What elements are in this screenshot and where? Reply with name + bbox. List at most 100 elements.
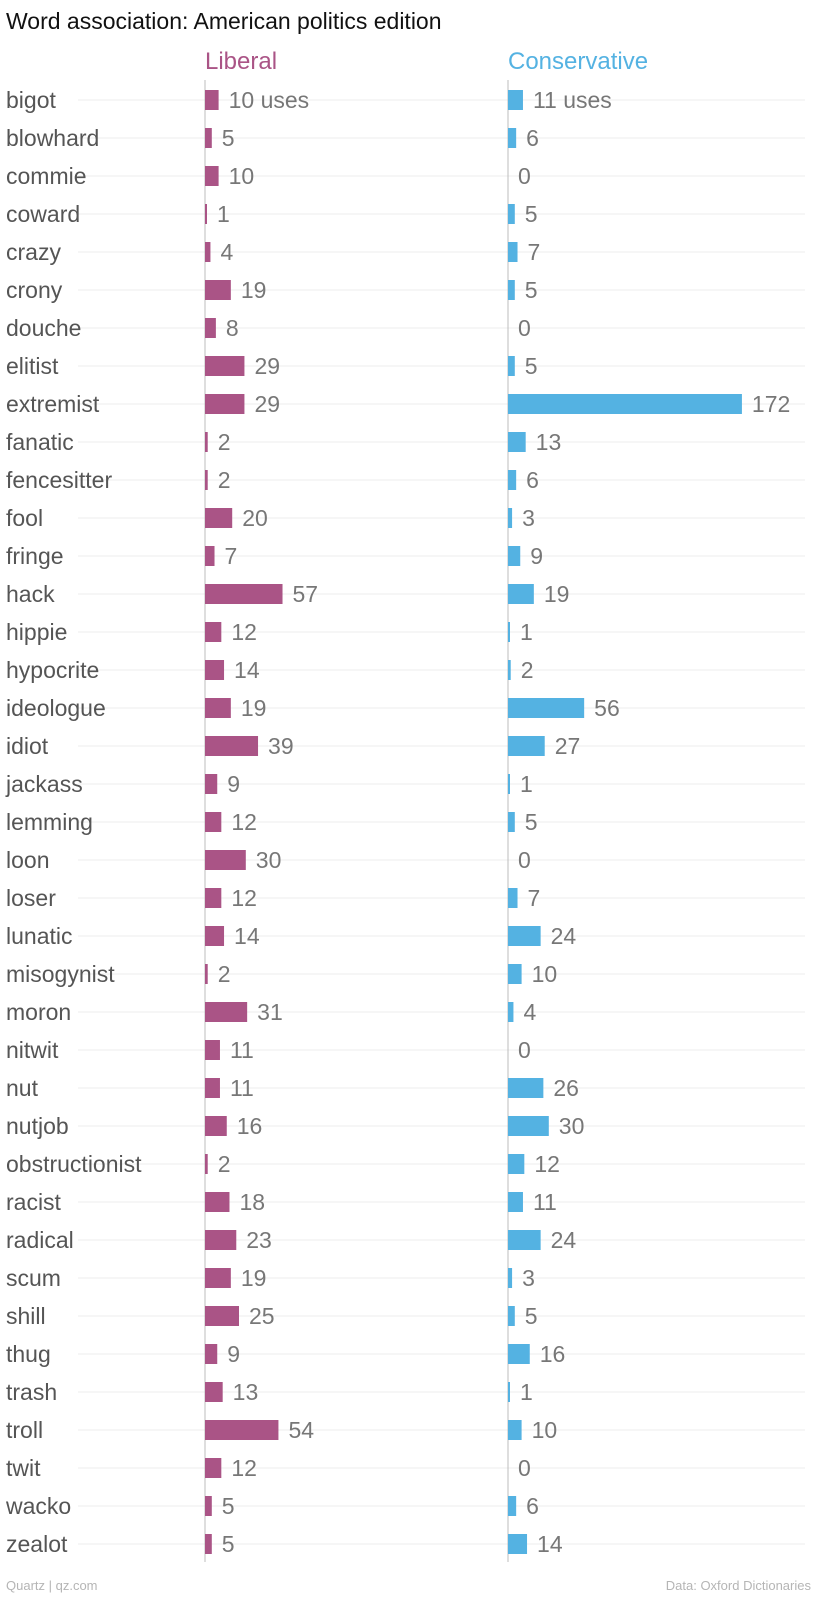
category-label: fencesitter bbox=[6, 467, 112, 493]
bar-liberal bbox=[205, 280, 231, 300]
data-label-conservative: 7 bbox=[528, 239, 541, 265]
bar-liberal bbox=[205, 242, 211, 262]
data-label-liberal: 9 bbox=[227, 771, 240, 797]
category-label: nitwit bbox=[6, 1037, 59, 1063]
data-label-liberal: 2 bbox=[218, 429, 231, 455]
bar-liberal bbox=[205, 1344, 218, 1364]
category-label: shill bbox=[6, 1303, 46, 1329]
bar-liberal bbox=[205, 660, 225, 680]
bar-conservative bbox=[508, 356, 515, 376]
bar-conservative bbox=[508, 1534, 528, 1554]
data-label-conservative: 172 bbox=[752, 391, 790, 417]
category-label: fool bbox=[6, 505, 43, 531]
data-label-conservative: 14 bbox=[537, 1531, 563, 1557]
bar-liberal bbox=[205, 1268, 231, 1288]
data-label-conservative: 6 bbox=[526, 125, 539, 151]
bar-conservative bbox=[508, 546, 521, 566]
data-label-liberal: 29 bbox=[254, 353, 280, 379]
bar-conservative bbox=[508, 242, 518, 262]
data-label-liberal: 5 bbox=[222, 1531, 235, 1557]
footer-source-left: Quartz | qz.com bbox=[6, 1578, 98, 1593]
bar-conservative bbox=[508, 1496, 517, 1516]
data-label-conservative: 27 bbox=[555, 733, 581, 759]
bar-liberal bbox=[205, 204, 207, 224]
data-label-liberal: 12 bbox=[231, 885, 257, 911]
data-label-conservative: 2 bbox=[521, 657, 534, 683]
data-label-conservative: 12 bbox=[534, 1151, 560, 1177]
bar-conservative bbox=[508, 1002, 514, 1022]
category-label: twit bbox=[6, 1455, 41, 1481]
bar-liberal bbox=[205, 1192, 230, 1212]
bar-liberal bbox=[205, 1230, 237, 1250]
data-label-liberal: 14 bbox=[234, 657, 260, 683]
data-label-liberal: 8 bbox=[226, 315, 239, 341]
bar-liberal bbox=[205, 850, 246, 870]
bar-conservative bbox=[508, 774, 510, 794]
category-label: crony bbox=[6, 277, 63, 303]
category-label: hack bbox=[6, 581, 55, 607]
bar-liberal bbox=[205, 1420, 279, 1440]
category-label: ideologue bbox=[6, 695, 106, 721]
data-label-conservative: 7 bbox=[528, 885, 541, 911]
data-label-liberal: 5 bbox=[222, 1493, 235, 1519]
bar-liberal bbox=[205, 926, 225, 946]
bar-liberal bbox=[205, 508, 233, 528]
data-label-conservative: 0 bbox=[518, 1037, 531, 1063]
data-label-conservative: 26 bbox=[553, 1075, 579, 1101]
data-label-conservative: 13 bbox=[536, 429, 562, 455]
bar-liberal bbox=[205, 1002, 248, 1022]
data-label-liberal: 2 bbox=[218, 467, 231, 493]
bar-conservative bbox=[508, 660, 511, 680]
category-label: nutjob bbox=[6, 1113, 69, 1139]
data-label-liberal: 29 bbox=[254, 391, 280, 417]
bar-liberal bbox=[205, 546, 215, 566]
data-label-liberal: 9 bbox=[227, 1341, 240, 1367]
data-label-liberal: 2 bbox=[218, 961, 231, 987]
data-label-liberal: 23 bbox=[246, 1227, 272, 1253]
data-label-conservative: 0 bbox=[518, 163, 531, 189]
category-label: crazy bbox=[6, 239, 61, 265]
data-label-conservative: 0 bbox=[518, 315, 531, 341]
data-label-conservative: 9 bbox=[530, 543, 543, 569]
bar-liberal bbox=[205, 128, 212, 148]
data-label-liberal: 2 bbox=[218, 1151, 231, 1177]
data-label-liberal: 7 bbox=[225, 543, 238, 569]
category-label: lunatic bbox=[6, 923, 72, 949]
bar-conservative bbox=[508, 128, 517, 148]
bar-conservative bbox=[508, 812, 515, 832]
data-label-liberal: 25 bbox=[249, 1303, 275, 1329]
data-label-conservative: 16 bbox=[540, 1341, 566, 1367]
category-label: bigot bbox=[6, 87, 56, 113]
bar-liberal bbox=[205, 1154, 208, 1174]
category-label: hypocrite bbox=[6, 657, 99, 683]
bar-liberal bbox=[205, 1496, 212, 1516]
data-label-liberal: 11 bbox=[230, 1075, 254, 1101]
bar-liberal bbox=[205, 812, 222, 832]
data-label-liberal: 10 bbox=[229, 163, 255, 189]
category-label: coward bbox=[6, 201, 80, 227]
bar-conservative bbox=[508, 1230, 541, 1250]
category-label: loon bbox=[6, 847, 49, 873]
data-label-conservative: 56 bbox=[594, 695, 620, 721]
bar-conservative bbox=[508, 622, 510, 642]
bar-liberal bbox=[205, 622, 222, 642]
data-label-conservative: 10 bbox=[532, 1417, 558, 1443]
data-label-conservative: 0 bbox=[518, 1455, 531, 1481]
data-label-liberal: 16 bbox=[237, 1113, 263, 1139]
data-label-liberal: 54 bbox=[288, 1417, 314, 1443]
category-label: fringe bbox=[6, 543, 64, 569]
category-label: radical bbox=[6, 1227, 74, 1253]
bar-conservative bbox=[508, 280, 515, 300]
data-label-liberal: 11 bbox=[230, 1037, 254, 1063]
bar-conservative bbox=[508, 926, 541, 946]
bar-conservative bbox=[508, 888, 518, 908]
category-label: loser bbox=[6, 885, 56, 911]
bar-conservative bbox=[508, 204, 515, 224]
bar-liberal bbox=[205, 394, 245, 414]
data-label-conservative: 5 bbox=[525, 201, 538, 227]
data-label-liberal: 30 bbox=[256, 847, 282, 873]
data-label-liberal: 19 bbox=[241, 1265, 267, 1291]
category-label: zealot bbox=[6, 1531, 68, 1557]
data-label-conservative: 30 bbox=[559, 1113, 585, 1139]
category-label: jackass bbox=[5, 771, 83, 797]
